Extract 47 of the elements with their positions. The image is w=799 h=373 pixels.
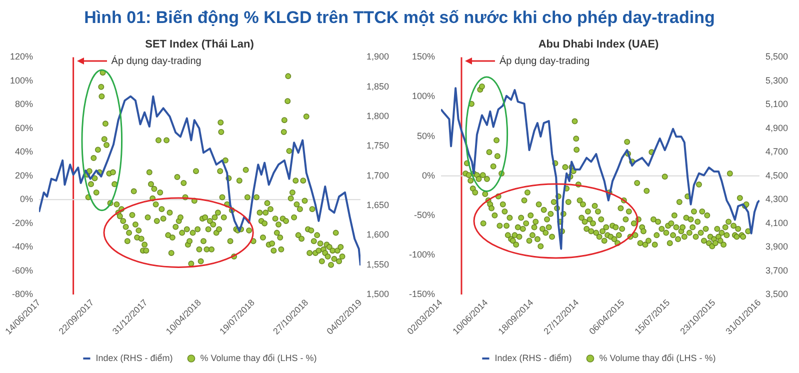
y-tick-label: -50% (414, 210, 436, 220)
y-tick-label: -100% (409, 249, 436, 260)
y-tick-label: 80% (15, 99, 34, 110)
y-tick-label: 150% (412, 52, 436, 62)
y-tick-label: 50% (417, 130, 436, 141)
legend-label: % Volume thay đổi (LHS - %) (599, 352, 716, 363)
y-tick-label: -40% (12, 242, 34, 252)
y2-tick-label: 4,100 (765, 218, 788, 228)
y-tick-label: 120% (10, 52, 34, 62)
y-tick-label: 100% (412, 91, 436, 102)
chart-title: Abu Dhabi Index (UAE) (538, 38, 660, 51)
y2-tick-label: 3,500 (765, 288, 788, 299)
y2-tick-label: 1,900 (366, 52, 390, 62)
y2-tick-label: 5,100 (765, 99, 788, 110)
y2-tick-label: 1,550 (366, 259, 390, 270)
y2-tick-label: 4,700 (765, 146, 788, 157)
y2-tick-label: 4,300 (765, 194, 788, 204)
y2-tick-label: 4,900 (765, 122, 788, 133)
chart-title: SET Index (Thái Lan) (145, 38, 254, 51)
y-tick-label: 0% (20, 194, 34, 204)
y-tick-label: 40% (15, 146, 34, 157)
y2-tick-label: 1,750 (366, 140, 390, 151)
y-tick-label: -80% (12, 288, 34, 299)
y-tick-label: 20% (15, 170, 34, 180)
y2-tick-label: 1,850 (366, 81, 390, 92)
y-tick-label: 60% (15, 122, 34, 133)
y2-tick-label: 5,300 (765, 75, 788, 86)
ref-line-label: Áp dụng day-trading (111, 54, 202, 67)
y2-tick-label: 5,500 (765, 52, 788, 62)
y2-tick-label: 1,700 (366, 170, 390, 180)
y2-tick-label: 1,800 (366, 111, 390, 122)
y2-tick-label: 4,500 (765, 170, 788, 180)
y-tick-label: 100% (10, 75, 34, 86)
ref-line-label: Áp dụng day-trading (499, 54, 590, 67)
legend-label: Index (RHS - điểm) (494, 352, 572, 363)
y2-tick-label: 1,600 (366, 230, 390, 240)
y-tick-label: -20% (12, 218, 34, 228)
y-tick-label: -60% (12, 265, 34, 276)
y2-tick-label: 3,900 (765, 242, 788, 252)
y-tick-label: -150% (409, 288, 436, 299)
y2-tick-label: 1,650 (366, 200, 390, 210)
legend-label: % Volume thay đổi (LHS - %) (200, 352, 317, 363)
y-tick-label: 0% (422, 170, 436, 180)
y2-tick-label: 3,700 (765, 265, 788, 276)
legend-label: Index (RHS - điểm) (96, 352, 173, 363)
y2-tick-label: 1,500 (366, 288, 390, 299)
text: Hình 01: Biến động % KLGD trên TTCK một số nước khi cho phép day-trading (84, 8, 715, 28)
